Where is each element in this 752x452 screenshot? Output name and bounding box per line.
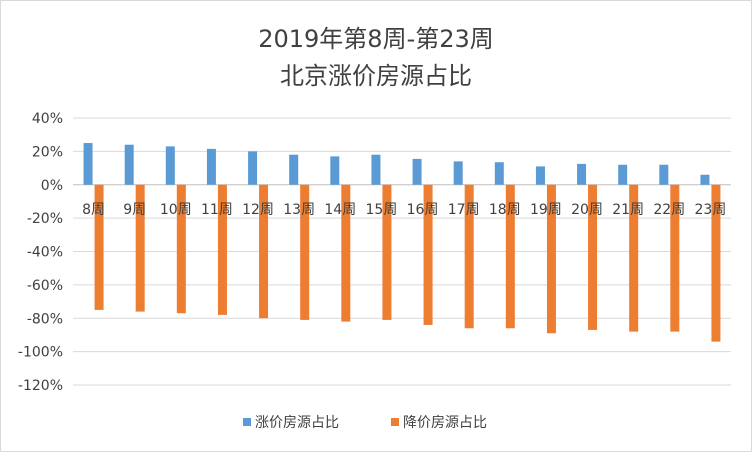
x-category-label: 20周 <box>571 202 603 218</box>
bar-fall <box>382 184 392 320</box>
x-category-label: 23周 <box>695 202 727 218</box>
bar-rise <box>700 174 710 185</box>
chart-subtitle: 北京涨价房源占比 <box>280 62 472 90</box>
x-category-label: 16周 <box>407 202 439 218</box>
bar-rise <box>577 163 587 185</box>
bar-rise <box>659 164 669 185</box>
bar-fall <box>711 184 721 342</box>
bar-fall <box>341 184 351 322</box>
y-tick-label: -80% <box>27 311 63 327</box>
legend-swatch-fall <box>391 418 399 426</box>
bar-rise <box>371 154 381 185</box>
bar-fall <box>300 184 310 320</box>
y-axis-ticks: 40% 20% 0% -20% -40% -60% -80% -100% -120% <box>18 111 63 394</box>
bar-fall <box>259 184 269 319</box>
bar-rise <box>494 162 504 185</box>
bar-fall <box>94 184 104 310</box>
bar-fall <box>176 184 186 314</box>
x-category-label: 21周 <box>612 202 644 218</box>
bar-rise <box>330 156 340 185</box>
bar-rise <box>618 164 628 185</box>
legend: 涨价房源占比 降价房源占比 <box>243 415 487 431</box>
bar-fall <box>670 184 680 332</box>
bar-fall <box>546 184 556 334</box>
bar-rise <box>124 144 134 185</box>
y-tick-label: -60% <box>27 278 63 294</box>
legend-label: 降价房源占比 <box>403 415 487 431</box>
x-category-label: 11周 <box>201 202 233 218</box>
bar-fall <box>588 184 598 330</box>
bar-rise <box>248 151 258 185</box>
x-category-label: 15周 <box>366 202 398 218</box>
bars <box>83 143 721 342</box>
x-category-label: 8周 <box>82 202 105 218</box>
x-category-label: 19周 <box>530 202 562 218</box>
bar-rise <box>206 148 216 185</box>
bar-rise <box>83 143 93 185</box>
bar-rise <box>535 166 545 185</box>
x-category-label: 18周 <box>489 202 521 218</box>
x-category-label: 17周 <box>448 202 480 218</box>
x-category-label: 9周 <box>123 202 146 218</box>
x-category-label: 10周 <box>160 202 192 218</box>
bar-fall <box>217 184 227 315</box>
bar-rise <box>412 158 422 185</box>
x-category-label: 13周 <box>283 202 315 218</box>
bar-fall <box>135 184 145 312</box>
legend-swatch-rise <box>243 418 251 426</box>
bar-rise <box>289 154 299 185</box>
x-axis-categories: 8周 9周 10周 11周 12周 13周 14周 15周 16周 17周 18周 19周 20周 21周… <box>82 202 726 218</box>
bar-rise <box>165 146 175 185</box>
x-category-label: 14周 <box>324 202 356 218</box>
x-category-label: 12周 <box>242 202 274 218</box>
x-category-label: 22周 <box>653 202 685 218</box>
legend-label: 涨价房源占比 <box>255 415 339 431</box>
y-tick-label: 0% <box>41 178 63 194</box>
y-tick-label: -120% <box>18 378 63 394</box>
y-tick-label: -20% <box>27 211 63 227</box>
bar-fall <box>464 184 474 329</box>
bar-rise <box>453 161 463 185</box>
bar-fall <box>505 184 515 329</box>
y-tick-label: 40% <box>32 111 63 127</box>
bar-fall <box>423 184 433 325</box>
chart-title: 2019年第8周-第23周 <box>258 25 494 53</box>
bar-fall <box>629 184 639 332</box>
y-tick-label: 20% <box>32 144 63 160</box>
y-tick-label: -40% <box>27 245 63 261</box>
y-tick-label: -100% <box>18 345 63 361</box>
